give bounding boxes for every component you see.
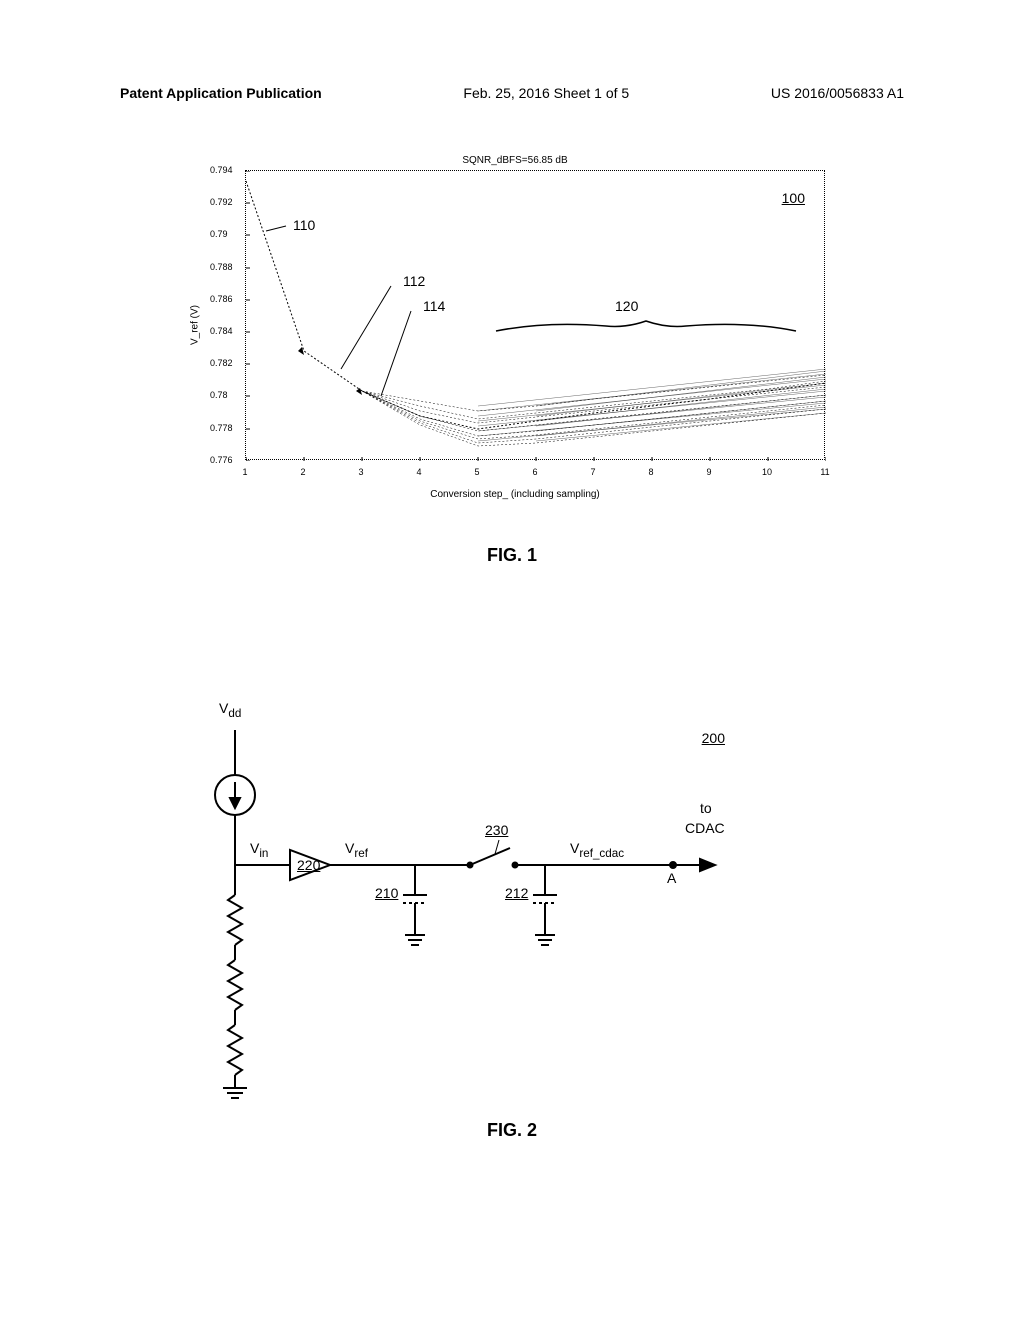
ref-200: 200 xyxy=(702,730,725,746)
ytick: 0.778 xyxy=(210,423,233,433)
fig1-caption: FIG. 1 xyxy=(487,545,537,566)
annotation-120: 120 xyxy=(615,298,638,314)
chart-title: SQNR_dBFS=56.85 dB xyxy=(462,155,567,166)
header-center: Feb. 25, 2016 Sheet 1 of 5 xyxy=(463,85,629,101)
page-header: Patent Application Publication Feb. 25, … xyxy=(0,85,1024,101)
xtick: 1 xyxy=(242,467,247,477)
ytick: 0.782 xyxy=(210,358,233,368)
y-axis-label: V_ref (V) xyxy=(190,305,201,345)
ytick: 0.788 xyxy=(210,262,233,272)
header-left: Patent Application Publication xyxy=(120,85,322,101)
ref-230: 230 xyxy=(485,822,508,838)
ytick: 0.78 xyxy=(210,390,228,400)
ytick: 0.792 xyxy=(210,197,233,207)
xtick: 8 xyxy=(648,467,653,477)
ref-210: 210 xyxy=(375,885,398,901)
annotation-110: 110 xyxy=(293,217,315,233)
fig2-caption: FIG. 2 xyxy=(487,1120,537,1141)
figure-1: SQNR_dBFS=56.85 dB V_ref (V) xyxy=(175,155,855,495)
ytick: 0.786 xyxy=(210,294,233,304)
label-node-a: A xyxy=(667,870,676,886)
label-cdac: CDAC xyxy=(685,820,725,836)
label-vref: Vref xyxy=(345,840,368,860)
annotation-114: 114 xyxy=(423,298,445,314)
figure-2: Vdd Vin Vref Vref_cdac to CDAC A 200 220… xyxy=(195,700,795,1100)
ytick: 0.794 xyxy=(210,165,233,175)
ytick: 0.79 xyxy=(210,229,228,239)
plot-area xyxy=(245,170,825,460)
label-to: to xyxy=(700,800,712,816)
label-vin: Vin xyxy=(250,840,268,860)
ref-212: 212 xyxy=(505,885,528,901)
ytick: 0.784 xyxy=(210,326,233,336)
xtick: 3 xyxy=(358,467,363,477)
x-axis-label: Conversion step_ (including sampling) xyxy=(430,489,600,500)
xtick: 4 xyxy=(416,467,421,477)
label-vref-cdac: Vref_cdac xyxy=(570,840,624,860)
chart-svg xyxy=(246,171,826,461)
circuit-svg xyxy=(195,700,795,1100)
ref-100: 100 xyxy=(782,190,805,206)
label-vdd: Vdd xyxy=(219,700,241,720)
xtick: 9 xyxy=(706,467,711,477)
ref-220: 220 xyxy=(297,857,320,873)
xtick: 7 xyxy=(590,467,595,477)
ytick: 0.776 xyxy=(210,455,233,465)
xtick: 10 xyxy=(762,467,772,477)
header-right: US 2016/0056833 A1 xyxy=(771,85,904,101)
xtick: 11 xyxy=(820,467,829,477)
xtick: 2 xyxy=(300,467,305,477)
xtick: 5 xyxy=(474,467,479,477)
vref-chart: SQNR_dBFS=56.85 dB V_ref (V) xyxy=(175,155,855,495)
annotation-112: 112 xyxy=(403,273,425,289)
xtick: 6 xyxy=(532,467,537,477)
